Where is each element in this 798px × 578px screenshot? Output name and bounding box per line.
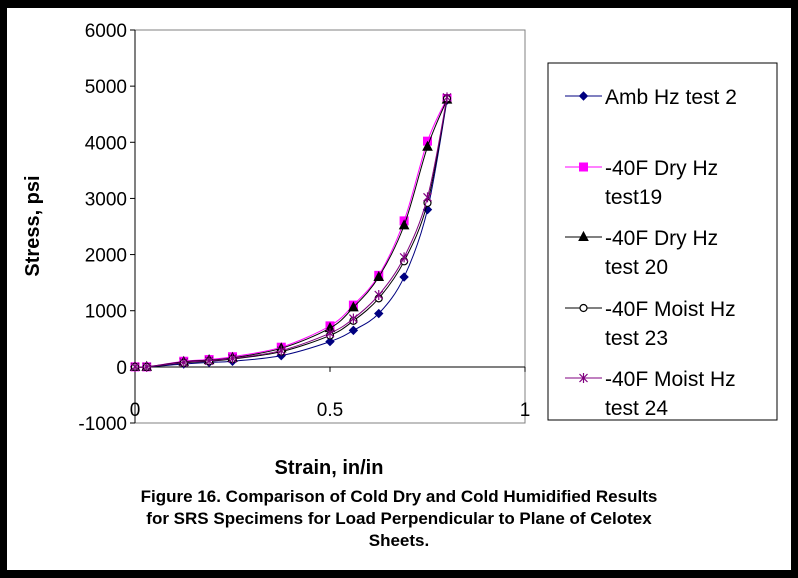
- legend-marker: [579, 303, 588, 313]
- chart-figure: -1000 0 1000 2000 3000 4000 5000 6000 0 0.5 1 Str…: [7, 8, 791, 570]
- x-tick-label: 0.5: [317, 400, 343, 421]
- data-point: [204, 355, 214, 366]
- data-point: [348, 325, 359, 336]
- legend-marker: [579, 162, 588, 172]
- legend-entry: -40F Dry Hz test 20: [565, 227, 718, 279]
- data-point: [276, 345, 286, 356]
- y-tick-label: 3000: [85, 189, 127, 210]
- y-tick-label: 2000: [85, 246, 127, 267]
- data-point: [422, 140, 433, 151]
- legend-label: test19: [605, 186, 662, 209]
- y-tick-label: 1000: [85, 302, 127, 323]
- data-point: [398, 219, 410, 230]
- y-axis-ticks: -1000 0 1000 2000 3000 4000 5000 6000: [78, 21, 135, 435]
- data-point: [373, 270, 385, 282]
- legend-label: test 24: [605, 397, 668, 420]
- y-tick-label: 4000: [85, 133, 127, 154]
- x-tick-label: 1: [520, 400, 531, 421]
- legend-marker: [579, 373, 588, 383]
- y-tick-label: 5000: [85, 77, 127, 98]
- figure-caption: Figure 16. Comparison of Cold Dry and Co…: [7, 486, 791, 552]
- data-point: [374, 308, 384, 319]
- legend-label: Amb Hz test 2: [605, 86, 737, 109]
- caption-line: Sheets.: [368, 531, 430, 550]
- data-point: [348, 313, 358, 324]
- series-layer: [129, 92, 453, 372]
- data-point: [442, 92, 452, 103]
- data-point: [399, 272, 409, 282]
- caption-line: Figure 16. Comparison of Cold Dry and Co…: [140, 487, 658, 506]
- data-point: [399, 252, 409, 263]
- data-point: [423, 192, 432, 203]
- data-point: [325, 328, 335, 339]
- data-point: [325, 336, 335, 347]
- plot-area: [134, 29, 526, 424]
- y-tick-label: 0: [116, 358, 127, 379]
- legend-label: test 20: [605, 256, 668, 279]
- legend-entry: -40F Moist Hz test 23: [565, 298, 736, 350]
- legend-marker: [578, 91, 589, 101]
- legend-entry: -40F Moist Hz test 24: [565, 368, 736, 420]
- data-point: [228, 353, 237, 364]
- data-point: [142, 361, 152, 372]
- data-point: [179, 357, 189, 368]
- legend-label: test 23: [605, 327, 668, 350]
- legend-label: -40F Moist Hz: [605, 298, 736, 321]
- caption-line: for SRS Specimens for Load Perpendicular…: [146, 509, 652, 528]
- legend: Amb Hz test 2 -40F Dry Hz test19 -40F Dry…: [547, 62, 778, 421]
- data-point: [374, 289, 384, 300]
- legend-box: [547, 62, 778, 421]
- x-axis-title: Strain, in/in: [275, 457, 384, 479]
- y-tick-label: -1000: [78, 414, 127, 435]
- legend-label: -40F Moist Hz: [605, 368, 736, 391]
- legend-entry: -40F Dry Hz test19: [565, 157, 718, 209]
- x-tick-label: 0: [130, 400, 141, 421]
- data-point: [348, 301, 359, 312]
- legend-entry: Amb Hz test 2: [565, 86, 737, 109]
- legend-label: -40F Dry Hz: [605, 157, 718, 180]
- legend-marker: [578, 230, 589, 241]
- y-tick-label: 6000: [85, 21, 127, 42]
- y-axis-title: Stress, psi: [22, 175, 44, 276]
- data-point: [130, 361, 140, 372]
- legend-label: -40F Dry Hz: [605, 227, 718, 250]
- series-5: [130, 92, 452, 372]
